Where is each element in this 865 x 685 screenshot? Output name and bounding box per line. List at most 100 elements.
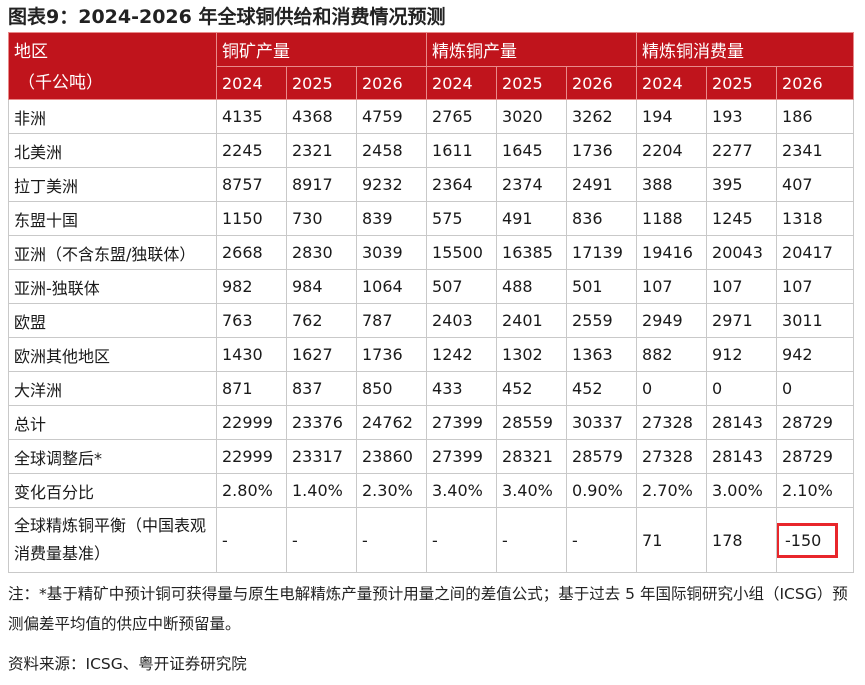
table-cell: 1736 bbox=[355, 337, 428, 372]
table-cell: - bbox=[216, 507, 287, 573]
header-group-refined-production: 精炼铜产量 bbox=[426, 32, 638, 67]
table-cell: 2.10% bbox=[776, 473, 855, 508]
table-cell: 2668 bbox=[216, 235, 287, 270]
table-cell: - bbox=[566, 507, 638, 573]
table-cell: 1.40% bbox=[286, 473, 357, 508]
table-cell: 763 bbox=[216, 303, 287, 338]
table-cell: 28559 bbox=[496, 405, 568, 440]
table-cell: 491 bbox=[496, 201, 568, 236]
row-label: 变化百分比 bbox=[8, 473, 217, 508]
table-cell: 28729 bbox=[776, 439, 855, 474]
table-cell: 1064 bbox=[355, 269, 428, 304]
header-year: 2025 bbox=[286, 66, 357, 100]
table-cell: 71 bbox=[636, 507, 708, 573]
header-unit-label: （千公吨） bbox=[18, 73, 103, 93]
table-row: 总计 22999 23376 24762 27399 28559 30337 27328 281… bbox=[8, 405, 855, 440]
table-cell: 2491 bbox=[566, 167, 638, 202]
table-cell: 912 bbox=[706, 337, 778, 372]
table-cell: 23317 bbox=[286, 439, 357, 474]
table-cell: 19416 bbox=[636, 235, 708, 270]
table-cell: 982 bbox=[216, 269, 287, 304]
table-cell: 28729 bbox=[776, 405, 855, 440]
table-cell: 30337 bbox=[566, 405, 638, 440]
table-cell: - bbox=[286, 507, 357, 573]
table-cell: 178 bbox=[706, 507, 778, 573]
header-year: 2026 bbox=[355, 66, 428, 100]
table-cell: 0 bbox=[636, 371, 708, 406]
header-region: 地区 （千公吨） bbox=[8, 32, 217, 100]
table-cell: 942 bbox=[776, 337, 855, 372]
table-cell: 787 bbox=[355, 303, 428, 338]
source-line: 资料来源：ICSG、粤开证券研究院 bbox=[8, 655, 247, 673]
header-year: 2026 bbox=[776, 66, 855, 100]
table-cell: 23376 bbox=[286, 405, 357, 440]
table-cell: 1627 bbox=[286, 337, 357, 372]
table-cell: -150 bbox=[776, 507, 855, 573]
table-cell: 837 bbox=[286, 371, 357, 406]
table-row: 全球精炼铜平衡（中国表观消费量基准） - - - - - -71 178 -150 bbox=[8, 507, 855, 573]
table-cell: 4368 bbox=[286, 99, 357, 134]
table-row: 拉丁美洲 8757 8917 9232 2364 2374 2491 388 395 407 bbox=[8, 167, 855, 202]
table-cell: 575 bbox=[426, 201, 498, 236]
table-cell: - bbox=[496, 507, 568, 573]
row-label: 全球精炼铜平衡（中国表观消费量基准） bbox=[8, 507, 217, 573]
table-cell: 2765 bbox=[426, 99, 498, 134]
table-cell: 0 bbox=[776, 371, 855, 406]
header-year: 2024 bbox=[216, 66, 287, 100]
table-cell: 1188 bbox=[636, 201, 708, 236]
table-row: 北美洲 2245 2321 2458 1611 1645 1736 2204 2277 2341 bbox=[8, 133, 855, 168]
table-cell: 193 bbox=[706, 99, 778, 134]
table-cell: 4759 bbox=[355, 99, 428, 134]
table-cell: 984 bbox=[286, 269, 357, 304]
table-cell: 107 bbox=[776, 269, 855, 304]
table-cell: 2830 bbox=[286, 235, 357, 270]
table-row: 亚洲（不含东盟/独联体） 2668 2830 3039 15500 16385 17139 1… bbox=[8, 235, 855, 270]
table-cell: 433 bbox=[426, 371, 498, 406]
table-cell: 2401 bbox=[496, 303, 568, 338]
table-cell: 0.90% bbox=[566, 473, 638, 508]
table-cell: 488 bbox=[496, 269, 568, 304]
row-label: 大洋洲 bbox=[8, 371, 217, 406]
table-cell: 27328 bbox=[636, 439, 708, 474]
table-cell: 27399 bbox=[426, 405, 498, 440]
table-cell: 501 bbox=[566, 269, 638, 304]
table-cell: 3.00% bbox=[706, 473, 778, 508]
header-year: 2025 bbox=[496, 66, 568, 100]
table-cell: 0 bbox=[706, 371, 778, 406]
table-cell: 3.40% bbox=[426, 473, 498, 508]
header-year: 2024 bbox=[426, 66, 498, 100]
table-cell: 3039 bbox=[355, 235, 428, 270]
table-cell: 1150 bbox=[216, 201, 287, 236]
table-cell: 2321 bbox=[286, 133, 357, 168]
row-label: 全球调整后* bbox=[8, 439, 217, 474]
table-cell: 2.80% bbox=[216, 473, 287, 508]
row-label: 东盟十国 bbox=[8, 201, 217, 236]
figure-title: 图表9：2024-2026 年全球铜供给和消费情况预测 bbox=[8, 6, 446, 28]
header-row-groups: 地区 （千公吨） 铜矿产量 精炼铜产量 精炼铜消费量 bbox=[8, 32, 855, 100]
table-cell: 28143 bbox=[706, 439, 778, 474]
table-cell: 3020 bbox=[496, 99, 568, 134]
header-year: 2025 bbox=[706, 66, 778, 100]
table-row: 欧洲其他地区 1430 1627 1736 1242 1302 1363 882 912 942 bbox=[8, 337, 855, 372]
table-cell: 194 bbox=[636, 99, 708, 134]
table-cell: 9232 bbox=[355, 167, 428, 202]
table-cell: 762 bbox=[286, 303, 357, 338]
table-cell: 2458 bbox=[355, 133, 428, 168]
table-row: 东盟十国 1150 730 839 575 491 836 1188 1245 1318 bbox=[8, 201, 855, 236]
table-cell: 22999 bbox=[216, 439, 287, 474]
header-region-label: 地区 bbox=[14, 42, 48, 62]
table-cell: 2403 bbox=[426, 303, 498, 338]
table-cell: 28143 bbox=[706, 405, 778, 440]
table-cell: 730 bbox=[286, 201, 357, 236]
table-cell: 23860 bbox=[355, 439, 428, 474]
table-cell: 452 bbox=[496, 371, 568, 406]
table-body: 非洲 4135 4368 4759 2765 3020 3262 194 193 186 北美洲 22… bbox=[8, 99, 855, 573]
table-cell: 1736 bbox=[566, 133, 638, 168]
table-cell: 24762 bbox=[355, 405, 428, 440]
table-cell: 1363 bbox=[566, 337, 638, 372]
header-year: 2024 bbox=[636, 66, 708, 100]
row-label: 拉丁美洲 bbox=[8, 167, 217, 202]
table-row: 欧盟 763 762 787 2403 2401 2559 2949 2971 3011 bbox=[8, 303, 855, 338]
row-label: 亚洲（不含东盟/独联体） bbox=[8, 235, 217, 270]
table-cell: 2277 bbox=[706, 133, 778, 168]
